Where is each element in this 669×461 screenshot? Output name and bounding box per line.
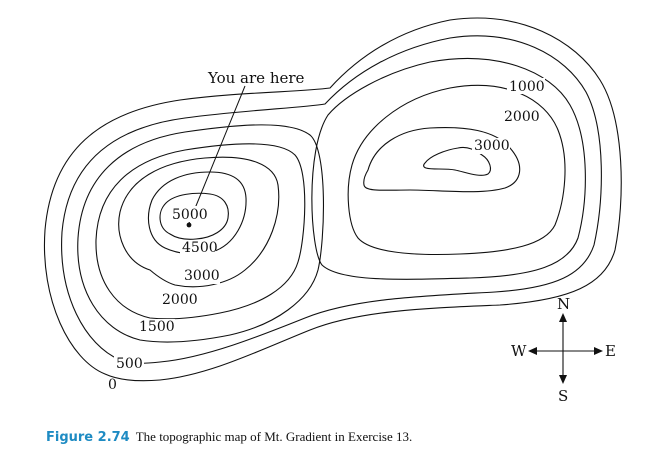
south-arrow-icon [559,375,567,384]
contour-5000 [159,192,229,240]
contour-1500 [77,124,325,343]
contour-3000-left [118,156,280,288]
figure-number: Figure 2.74 [46,430,130,445]
east-arrow-icon [594,347,603,355]
label-500: 500 [116,356,143,372]
contour-right-summit [423,146,491,176]
contour-500 [61,35,602,364]
label-4500: 4500 [182,240,218,256]
label-3000-left: 3000 [184,268,220,284]
contour-3000-right [363,127,521,193]
compass-south: S [558,387,568,405]
you-are-here-pointer [188,85,246,224]
compass-west: W [511,342,527,360]
compass-north: N [557,295,570,313]
label-2000-right: 2000 [504,109,540,125]
you-are-here-dot [186,222,192,228]
label-1000: 1000 [509,79,545,95]
contour-0 [43,17,622,382]
figure-caption: Figure 2.74 The topographic map of Mt. Gr… [46,429,412,445]
compass-east: E [605,342,616,360]
you-are-here-label: You are here [207,69,305,87]
label-1500: 1500 [139,319,175,335]
label-5000: 5000 [172,207,208,223]
contour-1000 [311,58,586,280]
label-3000-right: 3000 [474,138,510,154]
figure-caption-text: The topographic map of Mt. Gradient in E… [135,429,413,444]
label-0: 0 [108,377,117,393]
compass-rose: N S W E [511,295,616,405]
west-arrow-icon [528,347,537,355]
label-2000-left: 2000 [162,292,198,308]
north-arrow-icon [559,313,567,322]
contour-2000-left [95,143,306,320]
contour-2000-right [347,84,566,256]
